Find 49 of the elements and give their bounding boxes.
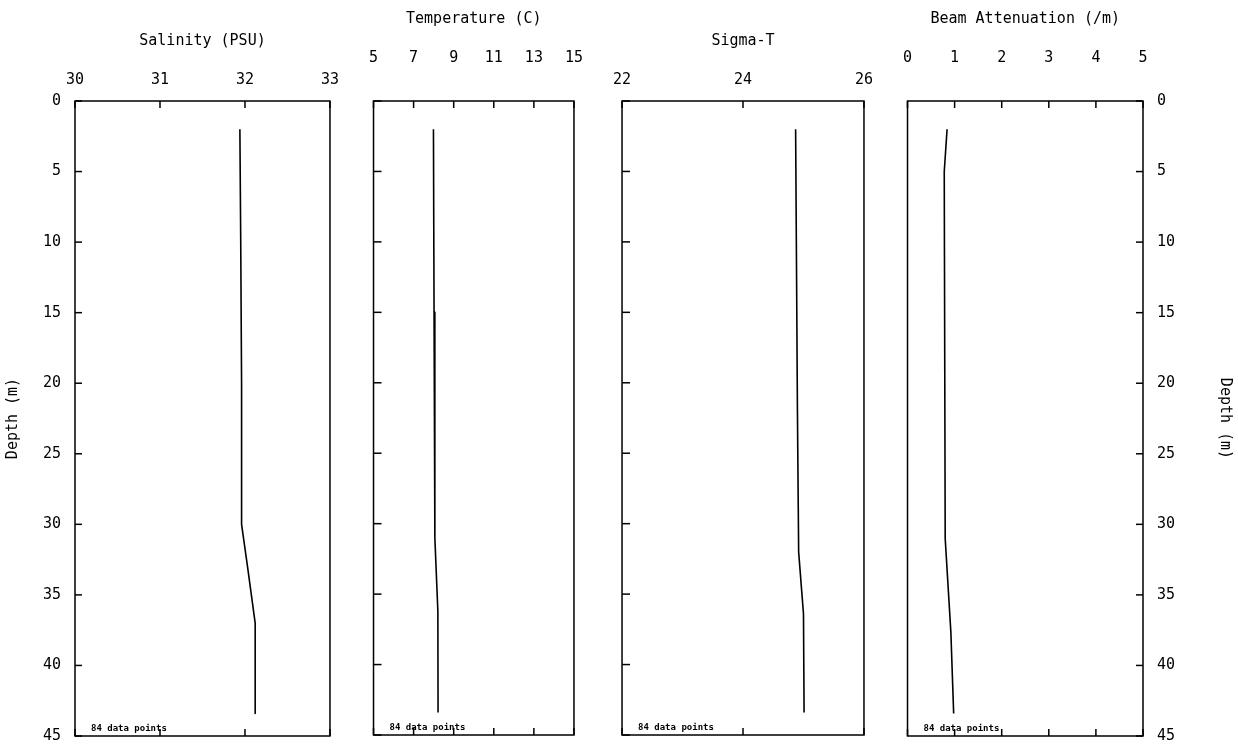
annotation: 84 data points xyxy=(638,721,714,732)
annotation: 84 data points xyxy=(91,722,167,733)
y-tick-label: 5 xyxy=(51,161,61,180)
x-tick-label: 4 xyxy=(1091,47,1101,66)
x-tick-label: 33 xyxy=(320,69,339,88)
y2-tick-label: 5 xyxy=(1157,161,1167,180)
x-tick-label: 24 xyxy=(733,69,753,88)
x-tick-label: 30 xyxy=(65,69,85,88)
x-tick-label: 3 xyxy=(1044,47,1054,66)
y-tick-label: 40 xyxy=(42,655,61,674)
x-tick-label: 0 xyxy=(903,47,913,66)
x-tick-label: 22 xyxy=(613,69,632,88)
y-tick-label: 25 xyxy=(42,443,61,462)
y2-tick-label: 0 xyxy=(1157,90,1167,109)
x-tick-label: 32 xyxy=(235,69,255,88)
x-axis-title: Sigma-T xyxy=(711,30,775,49)
y2-tick-label: 20 xyxy=(1157,373,1176,392)
y2-axis-title: Depth (m) xyxy=(1217,377,1236,460)
y-tick-label: 35 xyxy=(42,584,61,603)
y-tick-label: 30 xyxy=(42,514,61,533)
x-tick-label: 9 xyxy=(449,47,459,66)
x-tick-label: 31 xyxy=(150,69,170,88)
y2-tick-label: 10 xyxy=(1157,232,1176,250)
x-axis-title: Salinity (PSU) xyxy=(139,30,266,49)
y2-tick-label: 40 xyxy=(1157,655,1176,674)
annotation: 84 data points xyxy=(389,721,466,732)
x-tick-label: 11 xyxy=(484,47,503,66)
x-tick-label: 7 xyxy=(409,47,419,66)
y-tick-label: 10 xyxy=(42,232,61,250)
y2-tick-label: 35 xyxy=(1157,584,1176,603)
x-axis-title: Temperature (C) xyxy=(406,8,542,27)
x-tick-label: 1 xyxy=(950,47,960,66)
x-tick-label: 15 xyxy=(564,47,583,66)
x-tick-label: 2 xyxy=(997,47,1007,66)
x-tick-label: 5 xyxy=(369,47,379,66)
y2-tick-label: 30 xyxy=(1157,514,1176,533)
x-tick-label: 26 xyxy=(854,69,873,88)
y2-tick-label: 45 xyxy=(1157,725,1176,744)
x-tick-label: 5 xyxy=(1138,47,1148,66)
y-tick-label: 45 xyxy=(42,725,61,744)
y-tick-label: 0 xyxy=(51,90,61,109)
y2-tick-label: 15 xyxy=(1157,302,1176,321)
x-tick-label: 13 xyxy=(524,47,543,66)
y-axis-title: Depth (m) xyxy=(2,377,21,460)
annotation: 84 data points xyxy=(923,722,1000,733)
y-tick-label: 20 xyxy=(42,373,61,392)
y-tick-label: 15 xyxy=(42,302,61,321)
y2-tick-label: 25 xyxy=(1157,443,1176,462)
x-axis-title: Beam Attenuation (/m) xyxy=(930,8,1121,27)
